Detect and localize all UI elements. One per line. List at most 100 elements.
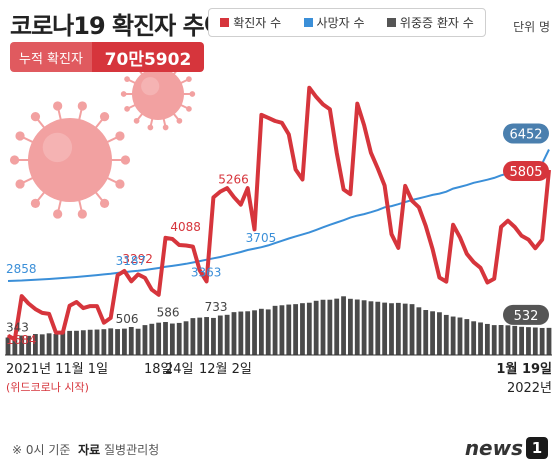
- logo-text: news: [464, 436, 523, 460]
- critical-bar: [491, 325, 497, 355]
- deaths-data-label: 3363: [191, 266, 222, 280]
- critical-bar: [26, 335, 31, 355]
- x-tick-label-end: 1월 19일: [496, 361, 552, 377]
- unit-label: 단위 명: [513, 20, 550, 34]
- critical-bar: [279, 305, 285, 355]
- x-tick-label-year: 2022년: [507, 381, 552, 396]
- critical-bar: [169, 323, 175, 355]
- critical-bar: [375, 301, 381, 355]
- legend-swatch-deaths: [303, 18, 313, 27]
- legend: 확진자 수 사망자 수 위중증 환자 수: [208, 8, 486, 37]
- critical-bar: [94, 329, 100, 355]
- critical-bar: [12, 336, 18, 355]
- deaths-data-label: 3187: [116, 254, 147, 268]
- legend-item-deaths: 사망자 수: [303, 14, 365, 31]
- critical-bar: [149, 323, 155, 355]
- x-tick-label-dec2: 12월 2일: [199, 362, 252, 377]
- critical-bar: [416, 307, 422, 355]
- critical-bar: [300, 303, 305, 355]
- critical-bar: [464, 319, 470, 355]
- critical-bar: [142, 325, 148, 355]
- legend-label-confirmed: 확진자 수: [233, 16, 282, 30]
- critical-end-badge: 532: [503, 304, 549, 325]
- critical-bar: [80, 330, 86, 355]
- critical-bar: [32, 334, 38, 355]
- critical-bar: [265, 309, 271, 355]
- critical-bar: [101, 329, 107, 355]
- deaths-data-label: 2858: [6, 262, 37, 276]
- svg-text:5805: 5805: [509, 165, 542, 180]
- critical-bar: [115, 329, 120, 355]
- x-tick-label-24: 24일: [165, 362, 194, 377]
- critical-bar: [532, 327, 538, 355]
- critical-bar: [183, 321, 189, 355]
- confirmed-data-label: 1684: [6, 333, 37, 347]
- critical-bar: [293, 304, 299, 355]
- critical-bar: [354, 299, 360, 355]
- x-sub-label: (위드코로나 시작): [6, 381, 89, 394]
- critical-bar: [526, 327, 531, 355]
- x-tick-label-start: 2021년 11월 1일: [6, 362, 108, 377]
- confirmed-data-label: 5266: [218, 173, 249, 187]
- critical-bar: [252, 310, 257, 355]
- critical-bar: [430, 311, 435, 355]
- critical-bar: [5, 337, 11, 355]
- critical-bar: [402, 303, 408, 355]
- critical-bar: [128, 327, 134, 355]
- critical-bar: [60, 331, 66, 355]
- critical-bar: [368, 301, 374, 355]
- critical-bar: [46, 333, 52, 355]
- critical-bar: [443, 314, 449, 355]
- critical-bar: [519, 326, 525, 355]
- svg-text:6452: 6452: [509, 127, 542, 142]
- confirmed-data-label: 3292: [122, 252, 153, 266]
- critical-bar: [87, 329, 93, 355]
- critical-bar: [122, 328, 127, 355]
- critical-bar: [348, 298, 353, 355]
- critical-data-label: 343: [6, 321, 29, 335]
- critical-bar: [197, 317, 203, 355]
- critical-bar: [471, 321, 477, 355]
- critical-bar: [67, 330, 73, 355]
- critical-bar: [409, 304, 415, 355]
- critical-bar: [450, 316, 456, 355]
- critical-data-label: 506: [116, 312, 139, 326]
- legend-item-confirmed: 확진자 수: [220, 14, 281, 31]
- deaths-end-badge: 6452: [503, 123, 549, 144]
- legend-item-critical: 위중증 환자 수: [386, 14, 474, 31]
- critical-bar: [224, 314, 230, 355]
- critical-bar: [382, 302, 388, 355]
- cumulative-label: 누적 확진자: [10, 42, 92, 72]
- critical-bar: [245, 311, 251, 355]
- critical-bar: [176, 322, 182, 355]
- footer-source-label: 자료: [78, 443, 101, 457]
- x-axis: 2021년 11월 1일 18일 24일 12월 2일 1월 19일 2022년…: [6, 361, 552, 396]
- legend-label-deaths: 사망자 수: [316, 16, 365, 30]
- critical-bar: [272, 305, 278, 355]
- critical-bar: [539, 327, 545, 355]
- critical-bar: [258, 308, 264, 355]
- critical-bar: [457, 317, 463, 355]
- critical-bar: [546, 327, 552, 355]
- critical-bar: [423, 310, 429, 355]
- critical-bar: [334, 298, 340, 355]
- critical-bar: [231, 312, 237, 355]
- critical-bar: [395, 302, 401, 355]
- critical-bar: [211, 317, 216, 355]
- x-tick-label-18: 18일: [144, 362, 173, 377]
- critical-bar: [190, 318, 196, 355]
- critical-bar: [74, 330, 79, 355]
- critical-bar: [512, 325, 518, 355]
- footer-source: ※ 0시 기준 자료 질병관리청: [12, 441, 159, 458]
- legend-swatch-confirmed: [220, 18, 230, 27]
- data-labels: 1684 3292 4088 5266 5805 2858 3187 3363 3705 6452…: [6, 123, 549, 347]
- critical-bar: [156, 322, 162, 355]
- cumulative-badge: 누적 확진자 70만5902: [10, 42, 204, 72]
- critical-data-label: 733: [205, 300, 228, 314]
- legend-swatch-critical: [386, 18, 396, 27]
- critical-bar: [39, 334, 45, 355]
- critical-bar: [341, 296, 346, 355]
- critical-bar: [478, 322, 483, 355]
- legend-label-critical: 위중증 환자 수: [399, 16, 474, 30]
- critical-bar: [437, 312, 442, 355]
